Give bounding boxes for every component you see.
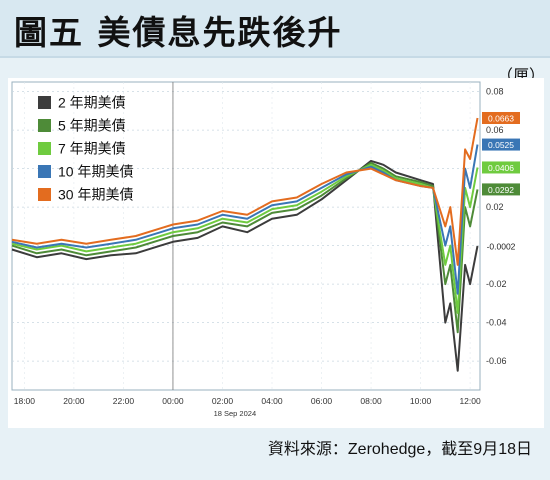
end-value-tag bbox=[482, 138, 520, 151]
end-value-tag bbox=[482, 240, 520, 253]
x-tick-label: 12:00 bbox=[459, 396, 481, 406]
end-value-tag bbox=[482, 183, 520, 196]
legend-swatch bbox=[38, 142, 51, 155]
end-value-label: 0.0406 bbox=[488, 163, 514, 173]
line-chart: 0.080.060.040.020-0.02-0.04-0.0618:0020:… bbox=[8, 78, 544, 428]
legend-label: 30 年期美債 bbox=[58, 187, 133, 203]
legend-label: 5 年期美債 bbox=[58, 118, 126, 134]
end-value-tag bbox=[482, 161, 520, 174]
series-line bbox=[11, 161, 479, 334]
x-tick-label: 10:00 bbox=[410, 396, 432, 406]
series-line bbox=[11, 163, 479, 314]
legend-swatch bbox=[38, 119, 51, 132]
x-tick-label: 18:00 bbox=[14, 396, 36, 406]
series-line bbox=[11, 117, 479, 266]
legend-label: 7 年期美債 bbox=[58, 141, 126, 157]
page-title: 圖五 美債息先跌後升 bbox=[14, 13, 343, 52]
end-value-tag bbox=[482, 111, 520, 124]
x-tick-label: 20:00 bbox=[63, 396, 85, 406]
y-tick-label: 0.02 bbox=[486, 202, 504, 212]
x-tick-label: 00:00 bbox=[162, 396, 184, 406]
legend-swatch bbox=[38, 165, 51, 178]
y-tick-label: -0.02 bbox=[486, 279, 507, 289]
end-value-label: 0.0292 bbox=[488, 185, 514, 195]
y-tick-label: 0.06 bbox=[486, 125, 504, 135]
legend-swatch bbox=[38, 96, 51, 109]
x-tick-label: 06:00 bbox=[311, 396, 333, 406]
y-tick-label: 0.08 bbox=[486, 87, 504, 97]
series-line bbox=[11, 144, 479, 295]
x-tick-label: 22:00 bbox=[113, 396, 135, 406]
y-tick-label: -0.06 bbox=[486, 356, 507, 366]
plot-area bbox=[11, 81, 481, 391]
legend-label: 2 年期美債 bbox=[58, 95, 126, 111]
end-value-label: -0.0002 bbox=[487, 242, 516, 252]
title-band bbox=[0, 0, 550, 58]
end-value-label: 0.0663 bbox=[488, 113, 514, 123]
x-tick-label: 02:00 bbox=[212, 396, 234, 406]
series-line bbox=[11, 159, 479, 372]
x-date-label: 18 Sep 2024 bbox=[214, 409, 257, 418]
end-value-label: 0.0525 bbox=[488, 140, 514, 150]
x-tick-label: 04:00 bbox=[261, 396, 283, 406]
x-tick-label: 08:00 bbox=[360, 396, 382, 406]
source-note: 資料來源：Zerohedge，截至9月18日 bbox=[267, 441, 532, 458]
legend-swatch bbox=[38, 188, 51, 201]
legend-label: 10 年期美債 bbox=[58, 164, 133, 180]
y-tick-label: -0.04 bbox=[486, 318, 507, 328]
chart-panel: 0.080.060.040.020-0.02-0.04-0.0618:0020:… bbox=[8, 78, 544, 428]
